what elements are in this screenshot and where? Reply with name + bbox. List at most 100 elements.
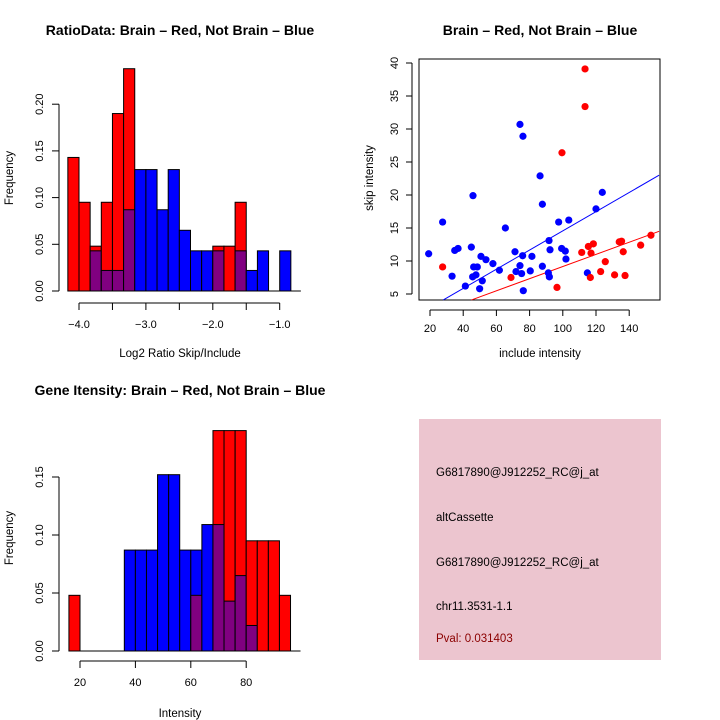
gene-intensity-bar-overlap (223, 600, 236, 652)
intensity-scatter-panel: Brain – Red, Not Brain – Blue include in… (364, 22, 661, 360)
gene-intensity-bar-blue (123, 549, 136, 652)
scatter-point-blue (545, 273, 553, 281)
scatter-point-blue (519, 132, 527, 140)
gene-intensity-bar-blue (201, 524, 214, 652)
gene-intensity-y-tick-label: 0.00 (34, 640, 46, 661)
gene-intensity-y-tick-label: 0.05 (34, 582, 46, 603)
ratio-histogram-bar-red (111, 113, 125, 292)
intensity-scatter-title: Brain – Red, Not Brain – Blue (443, 22, 638, 38)
scatter-y-tick-label: 25 (389, 156, 401, 168)
scatter-plot-box (418, 58, 661, 301)
scatter-y-tick-label: 15 (389, 222, 401, 234)
scatter-point-red (619, 248, 627, 256)
scatter-y-tick-label: 5 (389, 291, 401, 297)
ratio-histogram-y-tick-label: 0.05 (34, 234, 46, 255)
scatter-point-blue (562, 255, 570, 263)
ratio-histogram-bar-overlap (100, 269, 113, 292)
gene-intensity-axes: 20 40 60 80 0.00 0.05 0.10 0.15 (34, 466, 301, 689)
scatter-point-red (578, 248, 586, 257)
scatter-point-blue (501, 224, 509, 232)
info-panel: G6817890@J912252_RC@j_at altCassette G68… (419, 419, 661, 660)
ratio-histogram-y-tick-label: 0.15 (34, 140, 46, 161)
gene-intensity-xlabel: Intensity (159, 708, 202, 720)
ratio-histogram-bar-blue (201, 250, 214, 292)
ratio-histogram-bars (67, 68, 292, 292)
scatter-y-tick-label: 10 (389, 255, 401, 267)
gene-intensity-bar-red (256, 540, 269, 652)
ratio-histogram-bar-overlap (123, 209, 136, 292)
gene-intensity-bar-blue (168, 474, 181, 652)
ratio-histogram-bar-blue (145, 169, 158, 292)
info-box (419, 419, 661, 660)
scatter-point-blue (472, 271, 480, 279)
ratio-histogram-x-tick-label: −1.0 (269, 319, 291, 331)
scatter-point-red (637, 241, 645, 249)
ratio-histogram-x-tick-label: −3.0 (135, 319, 157, 331)
probe-id-text: G6817890@J912252_RC@j_at (436, 467, 600, 479)
ratio-histogram-y-tick-label: 0.20 (34, 93, 46, 114)
scatter-point-red (581, 65, 589, 73)
scatter-x-tick-label: 120 (587, 323, 605, 335)
locus-text: chr11.3531-1.1 (436, 601, 513, 613)
scatter-point-blue (516, 262, 524, 270)
scatter-y-tick-label: 30 (389, 123, 401, 135)
scatter-point-blue (526, 267, 534, 275)
scatter-y-tick-label: 35 (389, 90, 401, 102)
scatter-point-red (589, 240, 597, 248)
ratio-histogram-bar-blue (256, 250, 270, 292)
gene-intensity-bar-overlap (245, 624, 258, 652)
gene-intensity-y-tick-label: 0.15 (34, 466, 46, 487)
ratio-histogram-bar-blue (156, 209, 169, 292)
scatter-point-blue (467, 243, 475, 251)
scatter-point-red (617, 237, 626, 245)
ratio-histogram-bar-blue (245, 269, 258, 292)
intensity-scatter-marks (425, 65, 660, 301)
gene-intensity-bar-red (68, 594, 81, 652)
scatter-point-red (553, 283, 561, 291)
scatter-point-blue (592, 205, 600, 213)
ratio-histogram-title: RatioData: Brain – Red, Not Brain – Blue (46, 22, 315, 38)
ratio-histogram-x-tick-label: −4.0 (68, 319, 90, 331)
gene-intensity-x-tick-label: 60 (185, 677, 197, 689)
intensity-scatter-xlabel: include intensity (499, 348, 581, 360)
scatter-point-blue (461, 282, 469, 290)
scatter-point-red (647, 231, 655, 239)
ratio-histogram-bar-red (223, 245, 236, 292)
ratio-histogram-bar-overlap (111, 269, 125, 292)
scatter-point-blue (482, 256, 490, 264)
event-type-text: altCassette (436, 512, 494, 524)
ratio-histogram-bar-blue (279, 250, 292, 292)
ratio-histogram-y-tick-label: 0.10 (34, 187, 46, 208)
ratio-histogram-panel: RatioData: Brain – Red, Not Brain – Blue… (4, 22, 314, 360)
scatter-point-blue (536, 172, 544, 180)
scatter-point-blue (495, 266, 503, 274)
scatter-x-tick-label: 20 (424, 323, 436, 335)
scatter-point-blue (519, 287, 527, 295)
gene-intensity-ylabel: Frequency (4, 511, 16, 566)
scatter-point-blue (516, 120, 524, 128)
scatter-point-red (439, 263, 447, 271)
scatter-x-tick-label: 100 (554, 323, 572, 335)
scatter-point-blue (439, 218, 447, 226)
scatter-point-blue (425, 250, 433, 258)
scatter-point-blue (565, 216, 573, 224)
scatter-point-blue (546, 246, 554, 254)
scatter-point-red (621, 271, 629, 280)
gene-intensity-x-tick-label: 20 (74, 677, 86, 689)
gene-intensity-bar-red (278, 594, 292, 652)
ratio-histogram-y-tick-label: 0.00 (34, 280, 46, 301)
ratio-histogram-bar-blue (190, 250, 203, 292)
scatter-point-blue (448, 272, 456, 280)
scatter-point-red (610, 271, 619, 279)
ratio-histogram-x-tick-label: −2.0 (202, 319, 224, 331)
ratio-histogram-ylabel: Frequency (4, 151, 16, 206)
scatter-point-red (558, 149, 566, 157)
scatter-x-tick-label: 80 (523, 323, 535, 335)
ratio-histogram-xlabel: Log2 Ratio Skip/Include (119, 348, 240, 360)
ratio-histogram-bar-overlap (212, 250, 225, 292)
scatter-point-blue (528, 252, 536, 260)
scatter-x-tick-label: 40 (457, 323, 469, 335)
scatter-point-blue (511, 248, 519, 256)
scatter-point-blue (598, 188, 606, 196)
scatter-point-red (601, 258, 609, 266)
